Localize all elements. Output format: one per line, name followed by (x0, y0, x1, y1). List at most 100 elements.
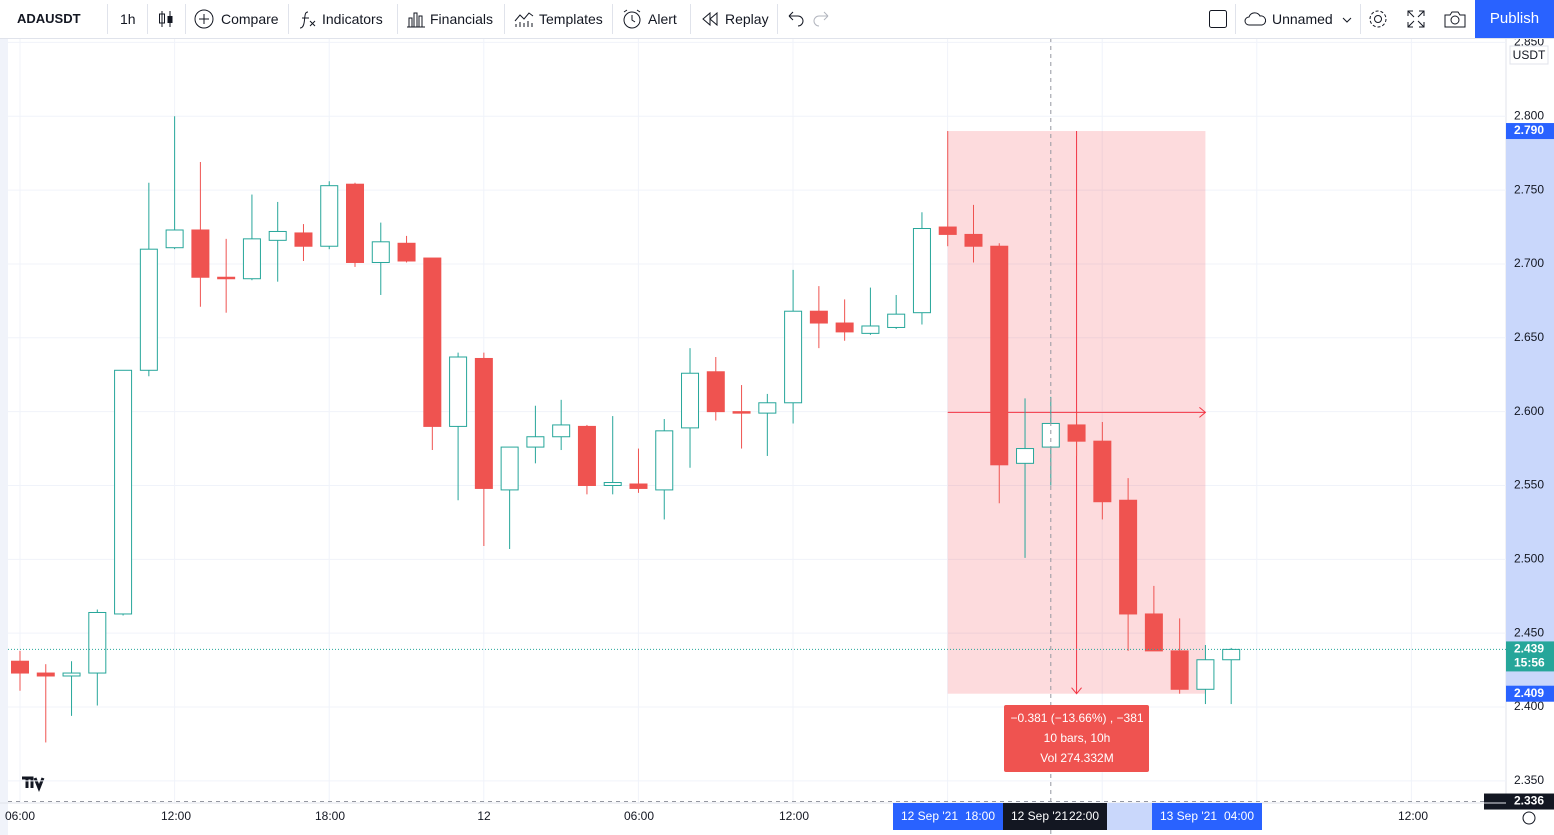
alert[interactable]: Alert (648, 11, 677, 27)
candle-body (1196, 659, 1215, 690)
candle-body (758, 402, 777, 414)
candle-body (912, 228, 931, 314)
symbol[interactable]: ADAUSDT (17, 11, 81, 26)
y-tick-label: 2.550 (1514, 478, 1544, 492)
layout-name[interactable]: Unnamed (1272, 11, 1333, 27)
separator (185, 4, 186, 34)
candle-body (88, 611, 107, 674)
replay[interactable]: Replay (725, 11, 769, 27)
measure-price-box (1506, 123, 1554, 140)
candle-body (36, 672, 55, 677)
time-label-box (893, 803, 1003, 830)
y-tick-label: 2.700 (1514, 256, 1544, 270)
candle-body (346, 183, 365, 263)
financials-icon[interactable] (406, 9, 426, 29)
settings-icon[interactable] (1367, 8, 1389, 30)
x-tick-label: 12:00 (779, 809, 809, 823)
x-tick-label: 18:00 (315, 809, 345, 823)
time-label-time: 04:00 (1224, 809, 1254, 823)
templates[interactable]: Templates (539, 11, 603, 27)
candle-body (217, 276, 236, 280)
candle-body (655, 430, 674, 491)
measure-tooltip-line: −0.381 (−13.66%) , −381 (1010, 711, 1143, 725)
candle-body (938, 226, 957, 235)
measure-tooltip-line: 10 bars, 10h (1044, 731, 1111, 745)
candle-body (474, 357, 493, 489)
candle-body (835, 322, 854, 333)
separator (1235, 4, 1236, 34)
separator (612, 4, 613, 34)
alert-icon[interactable] (621, 8, 643, 30)
last-price-box (1506, 641, 1554, 672)
candle-body (449, 356, 468, 427)
candle-body (577, 425, 596, 486)
measure-price-box (1506, 685, 1554, 702)
separator (147, 4, 148, 34)
candle-body (1144, 613, 1163, 652)
x-tick-label: 06:00 (624, 809, 654, 823)
indicators-icon[interactable] (298, 9, 318, 31)
settings-icon[interactable] (1522, 811, 1536, 825)
replay-icon[interactable] (700, 9, 720, 29)
separator (690, 4, 691, 34)
indicators[interactable]: Indicators (322, 11, 383, 27)
x-tick-label: 12:00 (1398, 809, 1428, 823)
snapshot-icon[interactable] (1443, 9, 1467, 29)
candle-body (552, 424, 571, 438)
candle-body (397, 242, 416, 262)
chart: 2.350 2.400 2.450 2.500 2.550 2.600 2.650 2.700… (0, 39, 1554, 835)
candle-body (861, 325, 880, 334)
fullscreen-icon[interactable] (1406, 9, 1426, 29)
time-label-box (1152, 803, 1262, 830)
candle-body (423, 257, 442, 427)
candle-body (242, 238, 261, 280)
measure-v-arrow (1071, 131, 1082, 695)
y-tick-label: 2.750 (1514, 182, 1544, 196)
candle-body (809, 310, 828, 324)
layout-icon[interactable] (1208, 9, 1228, 29)
toolbar: ADAUSDT 1h Compare Indicators Financials… (0, 0, 1554, 39)
financials[interactable]: Financials (430, 11, 494, 27)
candle-body (526, 436, 545, 448)
logo (22, 776, 45, 793)
candle-body (990, 245, 1009, 466)
candle-body (629, 483, 648, 489)
y-tick-label: 2.850 (1514, 39, 1544, 49)
candle-body (1041, 422, 1060, 448)
publish-button[interactable]: Publish (1475, 0, 1554, 38)
candle-body (887, 313, 906, 328)
candle-body (191, 229, 210, 278)
dropdown-icon[interactable] (1341, 14, 1353, 26)
candle-body (964, 233, 983, 247)
candle-body (706, 371, 725, 413)
candle-body (603, 482, 622, 486)
undo-redo-icons[interactable] (786, 9, 830, 29)
candle-body (62, 672, 81, 677)
candle-body (681, 372, 700, 429)
candle-body (11, 660, 29, 674)
candle-body (1170, 650, 1189, 690)
cloud-icon[interactable] (1243, 9, 1269, 29)
compare-icon[interactable] (193, 8, 215, 30)
chart-type-icon[interactable] (157, 9, 177, 29)
compare[interactable]: Compare (221, 11, 279, 27)
currency-box (1509, 45, 1549, 65)
x-tick-label: 06:00 (5, 809, 35, 823)
templates-icon[interactable] (513, 9, 535, 29)
time-label-time: 22:00 (1069, 809, 1099, 823)
y-tick-label: 2.500 (1514, 551, 1544, 565)
y-tick-label: 2.450 (1514, 625, 1544, 639)
x-tick-label: 12:00 (161, 809, 191, 823)
last-price-label: 2.439 (1514, 642, 1544, 656)
time-label-date: 12 Sep '21 (1011, 809, 1068, 823)
interval[interactable]: 1h (120, 11, 136, 27)
candle-body (1093, 440, 1112, 503)
separator (504, 4, 505, 34)
price-range-highlight (1506, 131, 1554, 694)
countdown-label: 15:56 (1514, 656, 1545, 670)
candle-body (320, 185, 339, 247)
candle-body (1016, 448, 1035, 464)
x-tick-label: 12 (477, 809, 491, 823)
candle-body (784, 310, 803, 404)
time-label-box (1003, 803, 1107, 830)
